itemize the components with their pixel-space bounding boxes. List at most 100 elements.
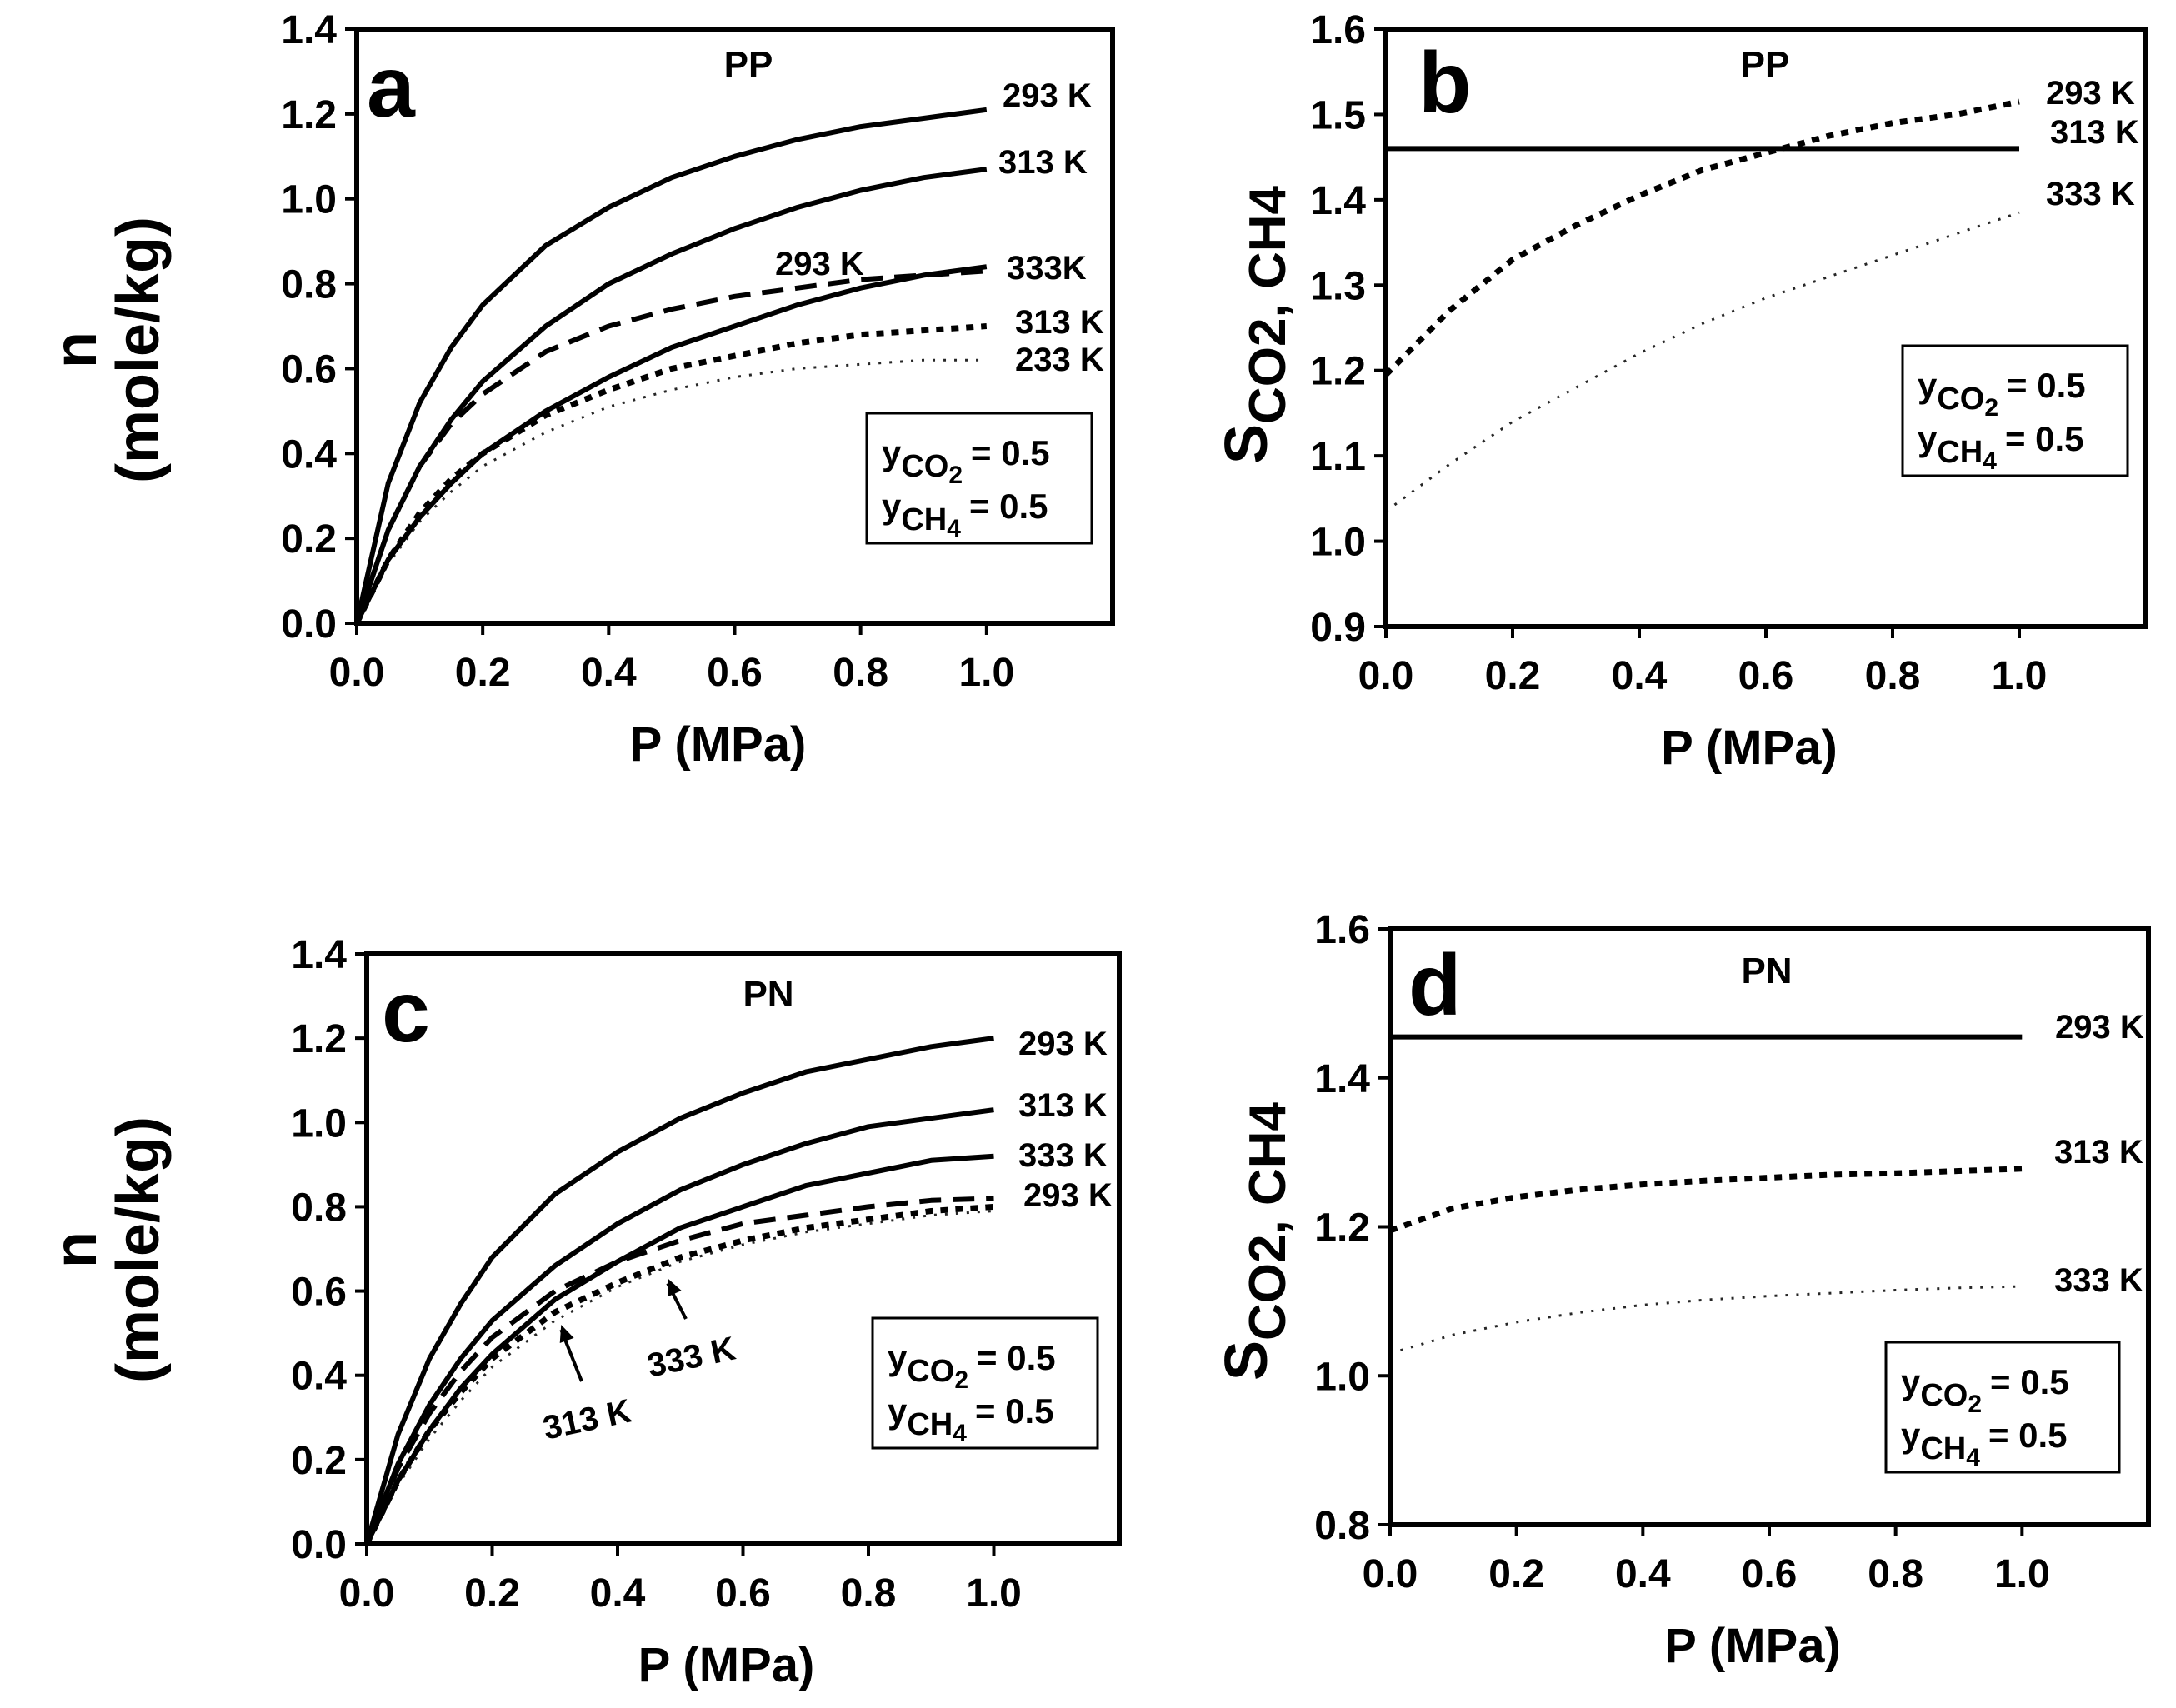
legend-subscript: 2 (1984, 394, 1998, 422)
x-tick-label: 0.4 (1612, 654, 1668, 698)
legend-species: CH (907, 1407, 953, 1442)
y-tick-label: 1.4 (291, 933, 347, 977)
plot-frame (1383, 27, 2148, 629)
y-tick-label: 1.2 (281, 93, 337, 137)
x-axis-label: P (MPa) (1661, 721, 1838, 775)
y-tick-label: 0.6 (291, 1271, 347, 1315)
y-tick-label: 1.2 (1314, 1206, 1370, 1251)
legend-entry: yCO2 = 0.5 (1901, 1362, 2069, 1418)
legend-species: CO (901, 449, 948, 484)
x-tick-label: 0.0 (1363, 1552, 1418, 1596)
x-tick-label: 0.8 (1865, 654, 1921, 698)
legend-species: CH (901, 502, 947, 537)
x-tick-label: 0.8 (833, 651, 888, 695)
series-label: 293 K (1023, 1177, 1113, 1214)
series-line-dotted (353, 323, 988, 625)
legend-value: = 0.5 (975, 1391, 1054, 1431)
legend-entry: yCO2 = 0.5 (882, 433, 1050, 489)
legend-var: y (888, 1391, 908, 1431)
y-tick-label: 0.2 (281, 517, 337, 562)
y-tick-label: 0.4 (281, 432, 337, 477)
panel-label: c (382, 964, 430, 1061)
y-tick-label: 0.6 (281, 347, 337, 392)
x-tick-label: 0.6 (1738, 654, 1794, 698)
legend-value: = 0.5 (977, 1338, 1056, 1377)
y-tick-label: 0.4 (291, 1355, 347, 1399)
y-tick-label: 0.8 (1314, 1504, 1370, 1548)
x-tick-label: 0.8 (841, 1571, 897, 1616)
legend-species: CO (1937, 382, 1984, 417)
x-tick-label: 0.6 (1742, 1552, 1798, 1596)
legend-box (865, 412, 1093, 545)
y-tick-label: 0.8 (281, 263, 337, 307)
y-tick-label: 1.0 (291, 1101, 347, 1146)
series-line-dashed (364, 1196, 994, 1546)
y-tick-label: 1.4 (1314, 1057, 1370, 1101)
x-axis-label: P (MPa) (1664, 1619, 1841, 1673)
x-tick-label: 0.0 (329, 651, 385, 695)
legend-var: y (1901, 1416, 1921, 1455)
x-tick-label: 0.2 (1488, 1552, 1544, 1596)
x-tick-label: 0.6 (707, 651, 763, 695)
series-line-solid (364, 1036, 994, 1545)
y-tick-label: 1.4 (281, 8, 337, 52)
panel-b: 0.0 0.2 0.4 0.6 0.8 1.0 0.9 1.0 1.1 1.2 1.3 1.4 1.5 1… (1213, 8, 2148, 775)
y-tick-label: 1.0 (281, 178, 337, 222)
legend-value: = 0.5 (2005, 419, 2084, 458)
y-tick-label: 0.0 (281, 602, 337, 647)
panel-title: PP (1741, 44, 1790, 85)
annotation-arrowhead (559, 1325, 574, 1343)
series-line-faint (1389, 1285, 2023, 1355)
panel-title: PN (1741, 951, 1792, 991)
legend-entry: yCH4 = 0.5 (1901, 1416, 2068, 1471)
series-label: 313 K (1015, 304, 1104, 341)
series-line-dotted (363, 1203, 994, 1546)
legend-species: CO (907, 1354, 954, 1389)
panel-c: 0.0 0.2 0.4 0.6 0.8 1.0 0.0 0.2 0.4 0.6 0.8 1.0 1.2 1… (43, 933, 1122, 1692)
series-line-faint (1385, 211, 2020, 512)
y-tick-label: 0.8 (291, 1186, 347, 1230)
y-tick-label: 1.6 (1310, 8, 1366, 52)
x-tick-label: 0.4 (1615, 1552, 1671, 1596)
legend-box (1884, 1341, 2121, 1474)
x-tick-label: 0.4 (581, 651, 637, 695)
legend-var: y (1901, 1362, 1921, 1401)
series-label: 333K (1007, 250, 1087, 287)
x-tick-label: 1.0 (958, 651, 1014, 695)
y-tick-label: 0.0 (291, 1523, 347, 1567)
series-line-solid (364, 1107, 994, 1546)
x-tick-label: 0.4 (590, 1571, 646, 1616)
legend-value: = 0.5 (2007, 366, 2086, 405)
series-line-faint (355, 358, 987, 624)
legend-value: = 0.5 (971, 433, 1050, 472)
legend-value: = 0.5 (969, 487, 1048, 526)
y-tick-label: 1.2 (291, 1017, 347, 1061)
plot-frame (364, 951, 1122, 1546)
series-line-dashed (354, 268, 988, 624)
y-axis-label-subscript: CO2, CH4 (1239, 1101, 1297, 1340)
x-tick-label: 0.2 (464, 1571, 520, 1616)
x-tick-label: 0.2 (455, 651, 511, 695)
legend-entry: yCH4 = 0.5 (1918, 419, 2084, 475)
y-tick-label: 1.6 (1314, 908, 1370, 952)
legend-value: = 0.5 (1988, 1416, 2068, 1455)
panel-label: b (1418, 35, 1472, 132)
series-line-solid (354, 167, 988, 624)
legend-var: y (1918, 366, 1938, 405)
series-line-dotted (1388, 1166, 2023, 1234)
y-tick-label: 1.3 (1310, 264, 1366, 308)
y-tick-label: 1.4 (1310, 179, 1366, 223)
series-line-solid (364, 1153, 994, 1546)
x-tick-label: 0.0 (339, 1571, 395, 1616)
legend-species: CH (1920, 1431, 1966, 1466)
series-label: 293 K (1003, 77, 1092, 114)
legend-subscript: 4 (1966, 1444, 1980, 1471)
x-tick-label: 1.0 (1994, 1552, 2050, 1596)
annotation-label: 313 K (540, 1392, 635, 1446)
legend-subscript: 4 (1983, 447, 1997, 475)
y-axis-label-main: S (1213, 1341, 1280, 1381)
series-label: 293 K (775, 246, 864, 282)
